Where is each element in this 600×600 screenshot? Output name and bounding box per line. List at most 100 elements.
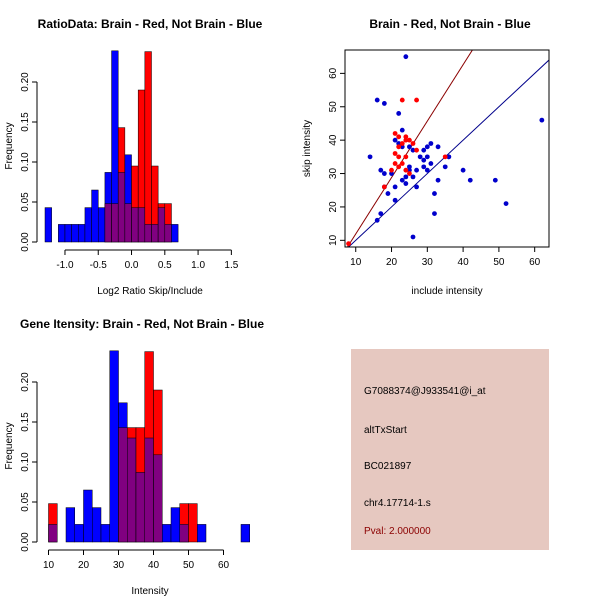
x-tick-label: 60 [529,257,541,268]
point-not-brain [378,167,384,173]
bar-not-brain [197,524,207,543]
point-not-brain [389,171,394,176]
point-not-brain [392,197,398,203]
y-axis-label: skip intensity [302,120,313,177]
point-not-brain [399,127,405,133]
x-tick-label: 30 [113,560,125,571]
x-axis-label: Intensity [131,586,168,597]
point-brain [396,144,402,150]
line-identity [347,59,549,247]
bar-overlap [179,524,189,543]
x-tick-label: 0.5 [158,260,172,271]
point-not-brain [503,201,509,206]
point-brain [414,97,419,103]
x-tick-label: 20 [78,560,90,571]
point-not-brain [407,167,412,173]
bar-overlap [153,454,163,543]
point-not-brain [410,147,416,153]
info-event-type: altTxStart [364,425,407,436]
y-tick-label: 30 [328,168,339,180]
point-brain [399,161,405,166]
point-brain [392,151,398,156]
point-not-brain [407,164,412,170]
point-not-brain [424,167,430,173]
point-not-brain [392,137,398,143]
y-tick-label: 0.05 [20,192,31,212]
point-not-brain [492,177,498,183]
bar-not-brain [109,350,119,543]
point-brain [403,167,409,173]
point-not-brain [414,184,419,190]
point-not-brain [396,141,402,146]
y-tick-label: 0.10 [20,152,31,172]
bar-brain [188,503,198,543]
point-brain [381,184,387,190]
bar-overlap [135,472,145,543]
point-not-brain [421,147,427,153]
info-probe: G7088374@J933541@i_at [364,386,486,397]
point-not-brain [403,54,409,60]
bar-overlap [144,437,154,543]
ratio-histogram: RatioData: Brain - Red, Not Brain - Blue… [4,17,263,297]
bar-not-brain [100,524,110,543]
point-not-brain [367,154,373,160]
point-not-brain [446,154,452,160]
y-tick-label: 0.00 [20,532,31,552]
point-brain [414,147,419,153]
point-not-brain [417,154,423,160]
y-axis-label: Frequency [4,422,15,469]
point-not-brain [442,164,448,170]
x-tick-label: 1.0 [191,260,205,271]
x-axis-label: Log2 Ratio Skip/Include [97,286,203,297]
y-tick-label: 40 [328,134,339,146]
point-not-brain [432,211,437,217]
x-tick-label: 10 [350,257,362,268]
point-not-brain [396,111,402,116]
bar-not-brain [44,207,52,243]
point-not-brain [421,157,427,163]
chart-title: RatioData: Brain - Red, Not Brain - Blue [38,17,263,31]
point-not-brain [435,144,441,150]
plot-frame [344,49,550,248]
point-not-brain [403,181,409,186]
point-not-brain [435,177,441,183]
bar-not-brain [74,524,84,543]
y-tick-label: 60 [328,67,339,79]
info-accession: BC021897 [364,461,412,472]
point-not-brain [424,144,430,150]
point-not-brain [374,97,380,103]
point-not-brain [428,141,434,146]
x-tick-label: 50 [183,560,195,571]
point-not-brain [432,191,437,196]
point-not-brain [410,234,416,240]
point-brain [410,141,416,146]
point-brain [346,241,351,247]
bar-not-brain [170,507,180,543]
y-tick-label: 10 [328,234,339,246]
line-brain-fit [346,50,474,247]
point-not-brain [467,177,473,183]
point-not-brain [378,211,384,217]
chart-title: Gene Itensity: Brain - Red, Not Brain - … [20,317,264,331]
x-tick-label: 60 [218,560,230,571]
point-not-brain [403,174,409,180]
point-brain [403,134,409,140]
chart-title: Brain - Red, Not Brain - Blue [369,17,531,31]
info-locus: chr4.17714-1.s [364,498,431,509]
point-not-brain [399,144,405,150]
y-tick-label: 0.15 [20,112,31,132]
bar-overlap [127,437,137,543]
x-tick-label: 10 [43,560,55,571]
point-brain [399,97,405,103]
x-tick-label: 40 [458,257,470,268]
y-tick-label: 0.10 [20,452,31,472]
bar-overlap [48,524,58,543]
point-brain [392,131,398,136]
point-not-brain [460,167,466,173]
intensity-scatter: Brain - Red, Not Brain - Blue 10 20 30 40 50 6… [302,17,550,297]
point-brain [396,154,402,160]
point-brain [399,141,405,146]
bar-not-brain [240,524,250,543]
bar-not-brain [162,524,172,543]
